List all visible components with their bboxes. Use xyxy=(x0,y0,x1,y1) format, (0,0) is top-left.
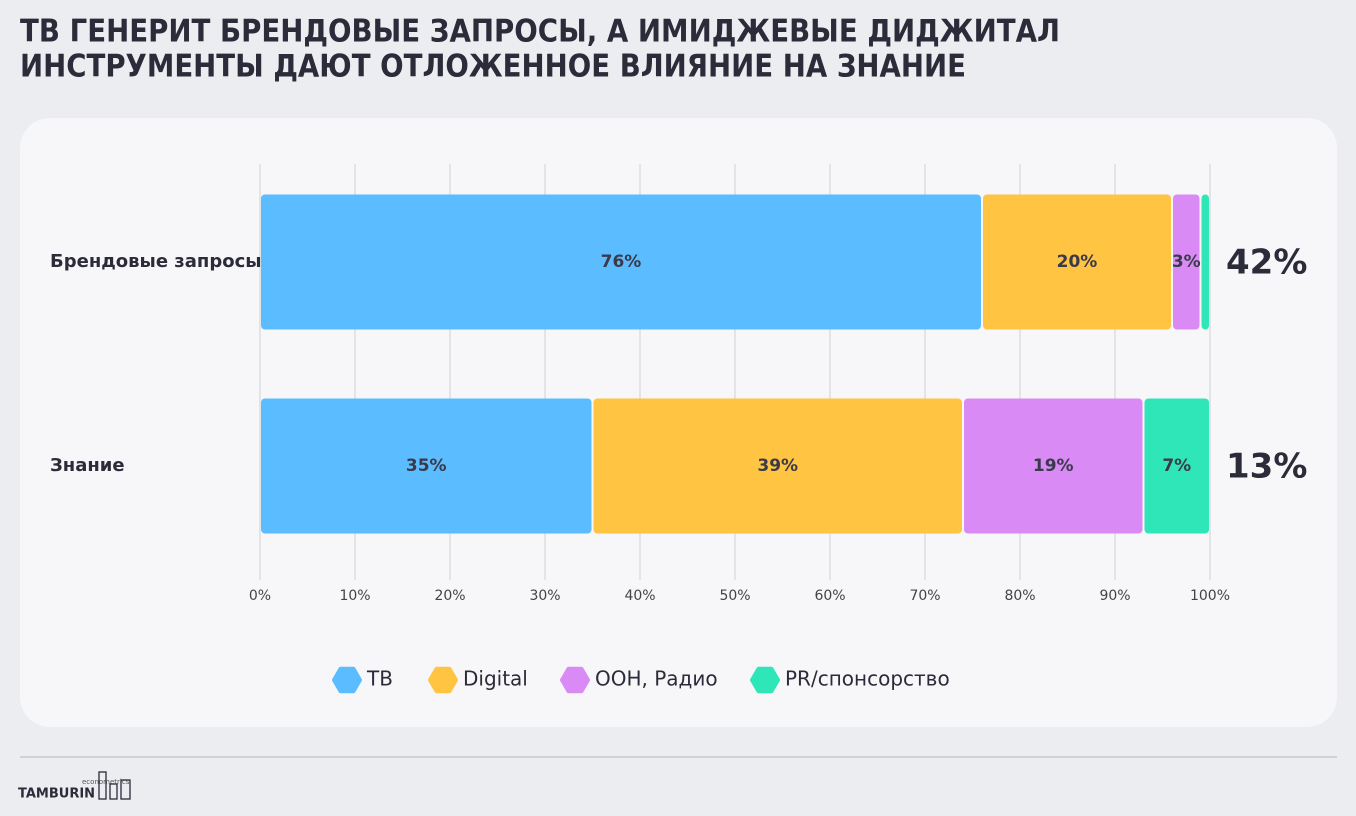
bar-segment xyxy=(1144,398,1209,534)
legend-label: Digital xyxy=(463,667,528,691)
bar-segment xyxy=(593,398,962,534)
x-tick-label: 40% xyxy=(624,588,655,604)
legend-marker xyxy=(332,666,362,694)
x-tick-label: 0% xyxy=(249,588,271,604)
bar-segment xyxy=(261,398,592,534)
y-tick-label: Знание xyxy=(50,455,125,476)
x-tick-label: 80% xyxy=(1004,588,1035,604)
total-label: 42% xyxy=(1226,243,1307,283)
bar-segment xyxy=(1201,194,1209,330)
chart-title: ИНСТРУМЕНТЫ ДАЮТ ОТЛОЖЕННОЕ ВЛИЯНИЕ НА З… xyxy=(20,49,966,85)
data-label: 20% xyxy=(1057,252,1098,272)
legend-marker xyxy=(750,666,780,694)
bar-segment xyxy=(964,398,1143,534)
x-tick-label: 10% xyxy=(339,588,370,604)
logo-name: TAMBURIN xyxy=(18,787,95,802)
legend-marker xyxy=(428,666,458,694)
legend-label: ТВ xyxy=(366,667,393,691)
data-label: 7% xyxy=(1162,456,1191,476)
data-label: 76% xyxy=(601,252,642,272)
x-tick-label: 60% xyxy=(814,588,845,604)
x-tick-label: 100% xyxy=(1190,588,1230,604)
bar-segment xyxy=(1173,194,1200,330)
bar-segment xyxy=(261,194,981,330)
data-label: 39% xyxy=(757,456,798,476)
chart-title: ТВ ГЕНЕРИТ БРЕНДОВЫЕ ЗАПРОСЫ, А ИМИДЖЕВЫ… xyxy=(20,14,1060,50)
total-label: 13% xyxy=(1226,447,1307,487)
x-tick-label: 50% xyxy=(719,588,750,604)
x-tick-label: 70% xyxy=(909,588,940,604)
x-tick-label: 20% xyxy=(434,588,465,604)
y-tick-label: Брендовые запросы xyxy=(50,251,262,272)
x-tick-label: 90% xyxy=(1099,588,1130,604)
legend-label: ООН, Радио xyxy=(595,667,718,691)
legend-marker xyxy=(560,666,590,694)
logo-icon xyxy=(98,771,131,800)
x-tick-label: 30% xyxy=(529,588,560,604)
bar-segment xyxy=(983,194,1171,330)
data-label: 3% xyxy=(1172,252,1201,272)
data-label: 35% xyxy=(406,456,447,476)
legend-label: PR/спонсорство xyxy=(785,667,950,691)
data-label: 19% xyxy=(1033,456,1074,476)
